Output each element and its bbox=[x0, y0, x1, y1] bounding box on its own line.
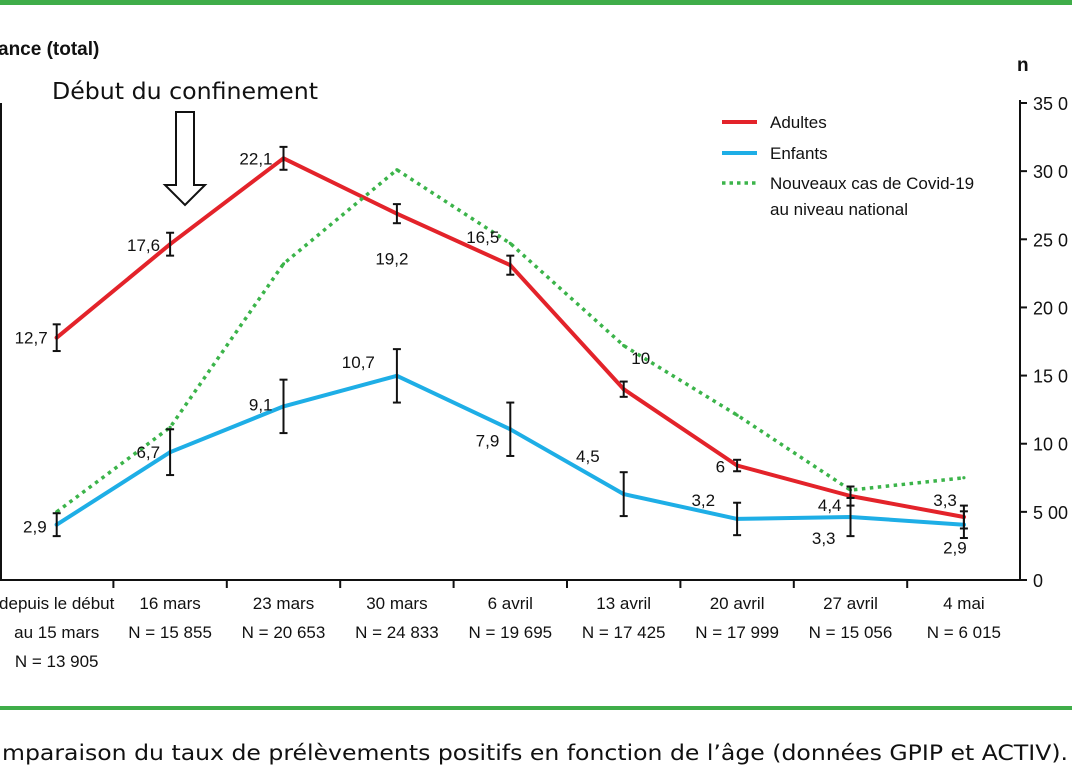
enfants-data-label: 9,1 bbox=[249, 395, 273, 414]
legend: Adultes Enfants Nouveaux cas de Covid-19… bbox=[722, 113, 974, 219]
y2-tick-label: 5 00 bbox=[1033, 503, 1068, 523]
x-tick-label: depuis le début bbox=[0, 594, 115, 613]
x-tick-label: au 15 mars bbox=[14, 623, 99, 642]
enfants-data-label: 2,9 bbox=[943, 539, 967, 558]
enfants-data-label: 2,9 bbox=[23, 518, 47, 537]
y2-tick-label: 20 0 bbox=[1033, 298, 1068, 318]
top-frame-line bbox=[0, 0, 1072, 5]
enfants-data-label: 10,7 bbox=[342, 353, 375, 372]
sample-size-label: N = 13 905 bbox=[15, 652, 99, 671]
sample-size-label: N = 20 653 bbox=[242, 623, 326, 642]
adultes-data-label: 4,4 bbox=[818, 496, 842, 515]
national-cases-point bbox=[622, 343, 626, 348]
axes: 0 5 00 10 0 15 0 20 0 25 0 30 0 35 0 bbox=[0, 94, 1068, 591]
adultes-error-bar bbox=[166, 231, 175, 257]
error-bars bbox=[52, 145, 968, 540]
adultes-error-bar bbox=[52, 323, 61, 353]
sample-size-label: N = 24 833 bbox=[355, 623, 439, 642]
adultes-error-bar bbox=[506, 254, 515, 276]
adultes-error-bar bbox=[733, 458, 742, 473]
enfants-data-label: 3,3 bbox=[812, 529, 836, 548]
x-tick-label: 13 avril bbox=[596, 594, 651, 613]
y2-tick-label: 10 0 bbox=[1033, 435, 1068, 455]
national-cases-point bbox=[508, 241, 512, 245]
sample-size-label: N = 19 695 bbox=[468, 623, 552, 642]
y2-tick-label: 30 0 bbox=[1033, 162, 1068, 182]
sample-size-label: N = 17 999 bbox=[695, 623, 779, 642]
x-tick-label: 6 avril bbox=[488, 594, 533, 613]
lockdown-annotation: Début du confinement bbox=[52, 79, 318, 105]
adultes-data-label: 3,3 bbox=[933, 491, 957, 510]
x-tick-label: 16 mars bbox=[139, 594, 200, 613]
legend-label-national-line1: Nouveaux cas de Covid-19 bbox=[770, 174, 974, 193]
y2-tick-label: 0 bbox=[1033, 571, 1043, 591]
y2-tick-label: 35 0 bbox=[1033, 94, 1068, 114]
y2-tick-label: 15 0 bbox=[1033, 367, 1068, 387]
x-axis-ticks bbox=[112, 580, 909, 588]
adultes-data-label: 22,1 bbox=[239, 149, 272, 168]
adultes-error-bar bbox=[619, 380, 628, 398]
legend-label-enfants: Enfants bbox=[770, 144, 828, 163]
enfants-error-bar bbox=[392, 348, 401, 404]
sample-size-label: N = 17 425 bbox=[582, 623, 666, 642]
x-tick-label: 27 avril bbox=[823, 594, 878, 613]
enfants-error-bar bbox=[52, 512, 61, 538]
bottom-frame-line bbox=[0, 706, 1072, 710]
national-cases-point bbox=[962, 476, 966, 480]
enfants-data-label: 3,2 bbox=[691, 491, 715, 510]
enfants-error-bar bbox=[846, 496, 855, 538]
y-axis-label: ance (total) bbox=[0, 39, 99, 60]
adultes-data-label: 12,7 bbox=[15, 329, 48, 348]
data-labels: 12,7 17,6 22,1 19,2 16,5 10 6 4,4 3,3 2,9 6,7 9,1 10… bbox=[15, 149, 967, 557]
enfants-error-bar bbox=[733, 501, 742, 537]
national-cases-point bbox=[395, 168, 399, 172]
adultes-data-label: 17,6 bbox=[127, 236, 160, 255]
y2-axis-label: n bbox=[1017, 55, 1029, 76]
adultes-error-bar bbox=[279, 145, 288, 171]
figure-caption: mparaison du taux de prélèvements positi… bbox=[2, 741, 1068, 765]
sample-size-label: N = 6 015 bbox=[927, 623, 1001, 642]
x-tick-label: 30 mars bbox=[366, 594, 427, 613]
national-cases-point bbox=[281, 262, 286, 266]
enfants-error-bar bbox=[619, 471, 628, 518]
adultes-data-label: 16,5 bbox=[466, 228, 499, 247]
x-tick-label: 20 avril bbox=[710, 594, 765, 613]
sample-size-label: N = 15 855 bbox=[128, 623, 212, 642]
x-tick-label: 4 mai bbox=[943, 594, 985, 613]
national-cases-point bbox=[735, 413, 739, 417]
x-tick-label: 23 mars bbox=[253, 594, 314, 613]
y2-axis-ticks: 0 5 00 10 0 15 0 20 0 25 0 30 0 35 0 bbox=[1020, 94, 1068, 591]
adultes-data-label: 19,2 bbox=[375, 250, 408, 269]
enfants-error-bar bbox=[166, 428, 175, 477]
enfants-data-label: 6,7 bbox=[136, 443, 160, 462]
legend-label-adultes: Adultes bbox=[770, 113, 827, 132]
y2-tick-label: 25 0 bbox=[1033, 230, 1068, 250]
legend-label-national-line2: au niveau national bbox=[770, 200, 908, 219]
adultes-data-label: 10 bbox=[631, 349, 650, 368]
national-cases-line bbox=[55, 168, 965, 514]
enfants-error-bar bbox=[279, 378, 288, 435]
down-arrow-icon bbox=[162, 111, 208, 207]
national-cases-point bbox=[168, 425, 172, 429]
enfants-error-bar bbox=[506, 401, 515, 457]
x-axis-category-labels: depuis le début au 15 mars N = 13 905 16 ma… bbox=[0, 594, 1001, 671]
sample-size-label: N = 15 056 bbox=[809, 623, 893, 642]
adultes-error-bar bbox=[392, 203, 401, 225]
enfants-error-bar bbox=[959, 510, 968, 540]
enfants-data-label: 4,5 bbox=[576, 447, 600, 466]
enfants-data-label: 7,9 bbox=[476, 431, 500, 450]
adultes-data-label: 6 bbox=[716, 458, 725, 477]
